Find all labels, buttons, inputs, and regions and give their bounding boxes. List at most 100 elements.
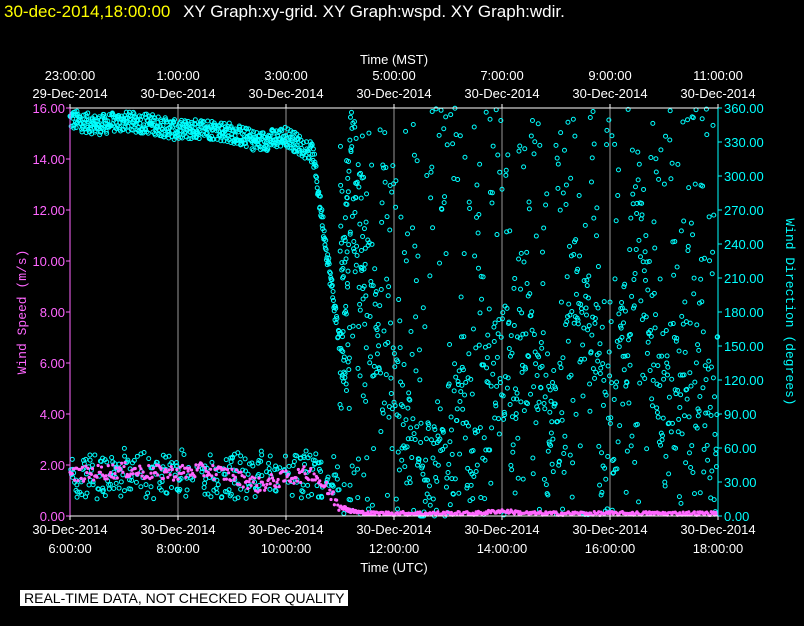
speed-point <box>196 466 200 470</box>
speed-point <box>630 510 635 514</box>
direction-point <box>484 355 490 361</box>
direction-point <box>523 400 529 406</box>
direction-point <box>539 345 545 351</box>
direction-point <box>691 491 697 497</box>
direction-point <box>586 273 592 279</box>
speed-point <box>242 475 246 479</box>
direction-point <box>341 482 347 488</box>
direction-point <box>666 420 672 426</box>
direction-point <box>416 456 422 462</box>
direction-point <box>409 455 415 461</box>
direction-point <box>323 247 329 253</box>
direction-point <box>571 252 577 258</box>
direction-point <box>592 375 598 381</box>
direction-point <box>518 286 524 292</box>
direction-point <box>543 372 549 378</box>
direction-point <box>596 443 602 449</box>
direction-point <box>504 229 510 235</box>
direction-point <box>361 266 367 272</box>
direction-point <box>392 403 398 409</box>
direction-point <box>363 219 369 225</box>
direction-point <box>636 237 642 243</box>
direction-point <box>444 142 450 148</box>
direction-point <box>541 476 547 482</box>
direction-point <box>408 329 414 335</box>
direction-point <box>692 379 698 385</box>
direction-point <box>603 392 609 398</box>
direction-point <box>710 122 716 128</box>
direction-point <box>128 486 134 492</box>
direction-point <box>590 366 596 372</box>
direction-point <box>380 410 386 416</box>
direction-point <box>439 206 445 212</box>
direction-point <box>608 319 614 325</box>
direction-point <box>700 385 706 391</box>
direction-point <box>445 470 451 476</box>
direction-point <box>475 265 481 271</box>
direction-point <box>595 305 601 311</box>
direction-point <box>602 465 608 471</box>
direction-point <box>379 200 385 206</box>
direction-point <box>503 172 509 178</box>
direction-point <box>521 408 527 414</box>
direction-point <box>668 429 674 435</box>
direction-point <box>87 457 93 463</box>
direction-point <box>474 462 480 468</box>
direction-point <box>428 169 434 175</box>
direction-point <box>341 357 347 363</box>
direction-point <box>694 425 700 431</box>
speed-point <box>84 464 88 468</box>
direction-point <box>238 453 244 459</box>
direction-point <box>354 243 360 249</box>
direction-point <box>250 147 256 153</box>
direction-point <box>681 413 687 419</box>
direction-point <box>346 242 352 248</box>
direction-point <box>499 316 505 322</box>
speed-point <box>170 467 174 472</box>
direction-point <box>647 367 653 373</box>
direction-point <box>651 362 657 368</box>
direction-point <box>497 169 503 175</box>
direction-point <box>606 349 612 355</box>
direction-point <box>707 404 713 410</box>
direction-point <box>688 220 694 226</box>
direction-point <box>619 305 625 311</box>
wind-direction-series <box>67 105 721 519</box>
direction-point <box>242 468 248 474</box>
right-axis-label: Wind Direction (degrees) <box>782 218 797 405</box>
direction-point <box>707 475 713 481</box>
direction-point <box>634 421 640 427</box>
direction-point <box>648 333 654 339</box>
speed-point <box>182 471 186 475</box>
direction-point <box>376 343 382 349</box>
direction-point <box>671 272 677 278</box>
direction-point <box>252 494 258 500</box>
direction-point <box>475 230 481 236</box>
direction-point <box>708 412 714 418</box>
direction-point <box>455 177 461 183</box>
direction-point <box>667 137 673 143</box>
direction-point <box>695 342 701 348</box>
direction-point <box>709 271 715 277</box>
bottom-tick-date: 30-Dec-2014 <box>356 522 431 537</box>
direction-point <box>530 455 536 461</box>
direction-point <box>172 117 178 123</box>
direction-point <box>447 439 453 445</box>
direction-point <box>314 185 320 191</box>
top-tick-date: 30-Dec-2014 <box>140 86 215 101</box>
direction-point <box>429 164 435 170</box>
direction-point <box>104 130 110 136</box>
direction-point <box>678 500 684 506</box>
direction-point <box>340 265 346 271</box>
direction-point <box>344 249 350 255</box>
direction-point <box>710 249 716 255</box>
direction-point <box>427 502 433 508</box>
direction-point <box>461 334 467 340</box>
chart-title: 30-dec-2014,18:00:00 XY Graph:xy-grid. X… <box>4 2 565 22</box>
direction-point <box>694 322 700 328</box>
direction-point <box>508 462 514 468</box>
top-tick-date: 30-Dec-2014 <box>248 86 323 101</box>
direction-point <box>355 466 361 472</box>
direction-point <box>113 480 119 486</box>
direction-point <box>403 417 409 423</box>
